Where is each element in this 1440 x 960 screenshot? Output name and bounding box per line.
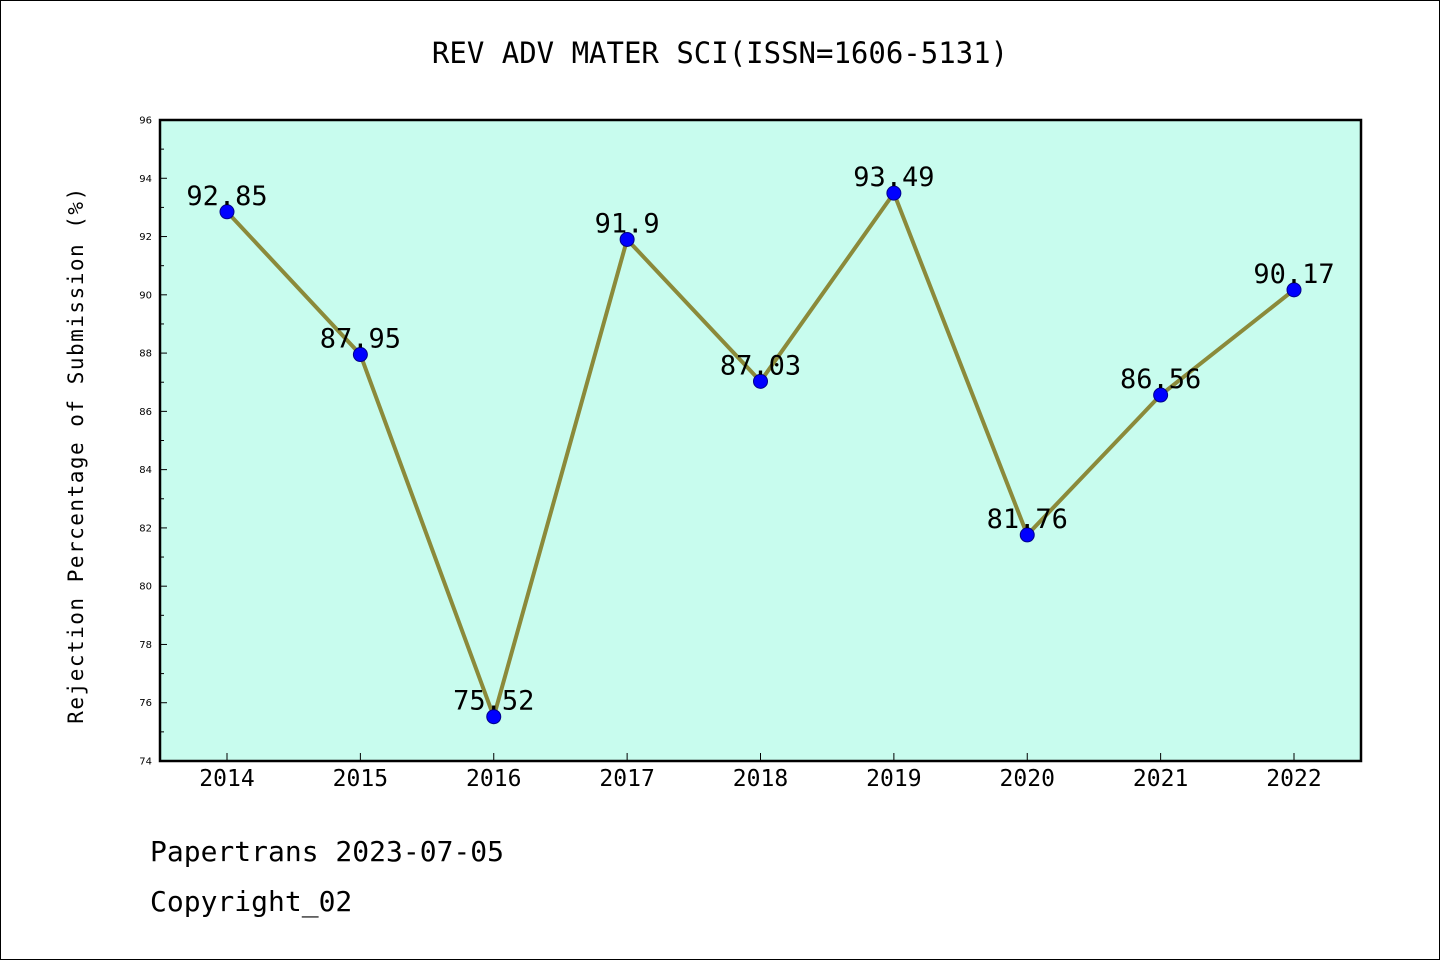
y-tick-label: 78 (139, 640, 152, 651)
x-tick-label: 2020 (1000, 766, 1055, 792)
data-label: 87.03 (720, 350, 801, 381)
data-label: 86.56 (1120, 364, 1201, 395)
y-tick-label: 84 (139, 465, 152, 476)
data-point (1153, 387, 1169, 403)
y-tick-label: 90 (139, 290, 152, 301)
x-axis: 2014 2015 2016 2017 2018 2019 2020 2021 2022 (199, 753, 1322, 792)
data-point (753, 373, 768, 389)
x-tick-label: 2022 (1266, 766, 1321, 792)
data-point (1286, 282, 1302, 298)
x-tick-label: 2018 (733, 766, 788, 792)
y-tick-label: 74 (139, 757, 152, 768)
y-tick-label: 82 (139, 523, 152, 534)
data-point (219, 204, 235, 220)
x-tick-label: 2014 (199, 766, 254, 792)
y-tick-label: 76 (139, 698, 152, 709)
plot-area (160, 120, 1361, 761)
x-tick-label: 2019 (866, 766, 921, 792)
y-tick-label: 94 (139, 174, 152, 185)
y-tick-label: 88 (139, 349, 152, 360)
chart-title: REV ADV MATER SCI(ISSN=1606-5131) (431, 36, 1009, 70)
series-markers (219, 185, 1302, 725)
x-tick-label: 2016 (466, 766, 521, 792)
y-tick-label: 86 (139, 407, 152, 418)
data-label: 90.17 (1253, 259, 1334, 290)
y-tick-label: 96 (139, 116, 152, 127)
x-tick-label: 2017 (599, 766, 654, 792)
data-labels: 92.85 87.95 75.52 91.9 87.03 93.49 81.76 86.56 9… (186, 162, 1334, 717)
data-point (486, 709, 502, 725)
data-label: 91.9 (595, 208, 660, 239)
footer-copyright: Copyright_02 (150, 885, 353, 918)
data-point (619, 231, 635, 247)
y-tick-label: 92 (139, 232, 152, 243)
data-point (352, 347, 368, 363)
x-tick-label: 2015 (333, 766, 388, 792)
data-point (1019, 527, 1035, 543)
data-label: 87.95 (320, 324, 401, 355)
plot-frame (158, 118, 1363, 763)
data-label: 75.52 (453, 686, 534, 717)
data-label: 93.49 (853, 162, 934, 193)
data-label: 81.76 (987, 504, 1068, 535)
footer-source: Papertrans 2023-07-05 (150, 835, 505, 868)
data-label: 92.85 (186, 181, 267, 212)
x-tick-label: 2021 (1133, 766, 1188, 792)
data-point (886, 185, 902, 201)
y-tick-label: 80 (139, 582, 152, 593)
